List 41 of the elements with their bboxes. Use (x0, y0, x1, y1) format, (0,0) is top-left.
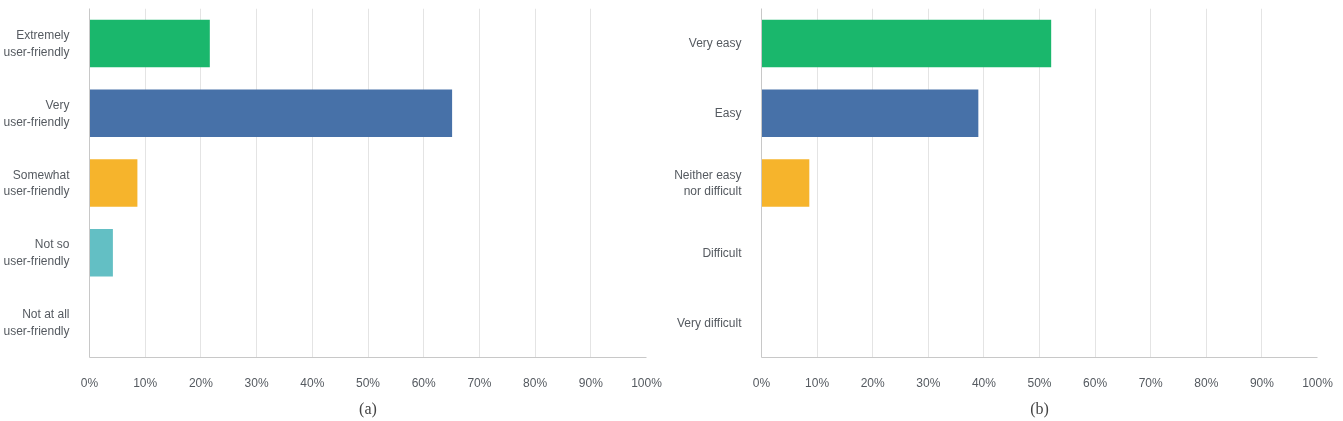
x-tick-label: 20% (188, 375, 214, 390)
y-tick-label: Very easy (688, 36, 742, 51)
x-tick-label: 30% (916, 375, 941, 390)
x-tick-label: 10% (805, 375, 830, 390)
x-tick-label: 80% (523, 375, 548, 390)
x-tick-label: 0% (80, 375, 99, 390)
x-tick-label: 40% (300, 375, 325, 390)
x-tick-label: 100% (631, 375, 663, 390)
x-tick-label: 80% (1194, 375, 1219, 390)
text: (a) (359, 399, 377, 418)
y-tick-label: Difficult (702, 245, 743, 260)
x-tick-label: 100% (1302, 375, 1334, 390)
y-tick-label: Very difficult (677, 315, 743, 330)
x-tick-label: 20% (860, 375, 886, 390)
x-tick-label: 0% (752, 375, 771, 390)
x-tick-label: 50% (355, 375, 381, 390)
bar (89, 19, 210, 68)
bar (89, 89, 453, 137)
text: (b) (1030, 399, 1049, 418)
x-tick-label: 10% (133, 375, 158, 390)
x-tick-label: 70% (1138, 375, 1164, 390)
y-tick-label: Neither easy nor difficult (674, 167, 743, 199)
x-tick-label: 30% (244, 375, 269, 390)
y-tick-label: Very user-friendly (3, 97, 70, 129)
x-tick-label: 60% (411, 375, 437, 390)
bar (89, 159, 138, 207)
y-tick-label: Somewhat user-friendly (3, 167, 71, 199)
y-tick-label: Not at all user-friendly (3, 307, 70, 338)
y-tick-label: Extremely user-friendly (3, 28, 70, 59)
x-tick-label: 50% (1027, 375, 1052, 390)
bar (761, 89, 979, 137)
y-tick-label: Easy (714, 106, 742, 121)
bar (761, 159, 810, 207)
y-tick-label: Not so user-friendly (3, 237, 70, 269)
x-tick-label: 70% (467, 375, 492, 390)
x-tick-label: 40% (971, 375, 997, 390)
x-tick-label: 60% (1083, 375, 1108, 390)
bar (89, 229, 113, 277)
x-tick-label: 90% (578, 375, 604, 390)
bar (761, 19, 1052, 68)
x-tick-label: 90% (1249, 375, 1275, 390)
